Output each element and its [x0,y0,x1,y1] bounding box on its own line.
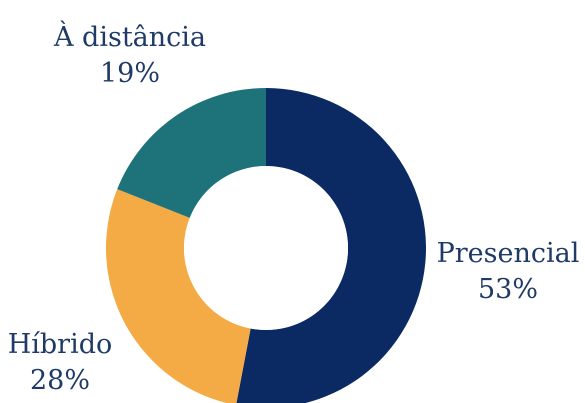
donut-slices [106,88,426,403]
slice-label-name: Híbrido [8,329,113,360]
slice--dist-ncia [117,88,266,218]
slice-label-name: À distância [53,20,206,53]
slice-label-percent: 19% [100,58,160,89]
slice-labels: Presencial 53% Híbrido 28% À distância 19% [8,20,580,396]
slice-label-percent: 53% [478,274,538,305]
slice-label-percent: 28% [30,365,90,396]
slice-presencial [236,88,426,403]
slice-h-brido [106,189,251,403]
donut-hole [184,166,348,330]
slice-label-name: Presencial [437,238,580,269]
